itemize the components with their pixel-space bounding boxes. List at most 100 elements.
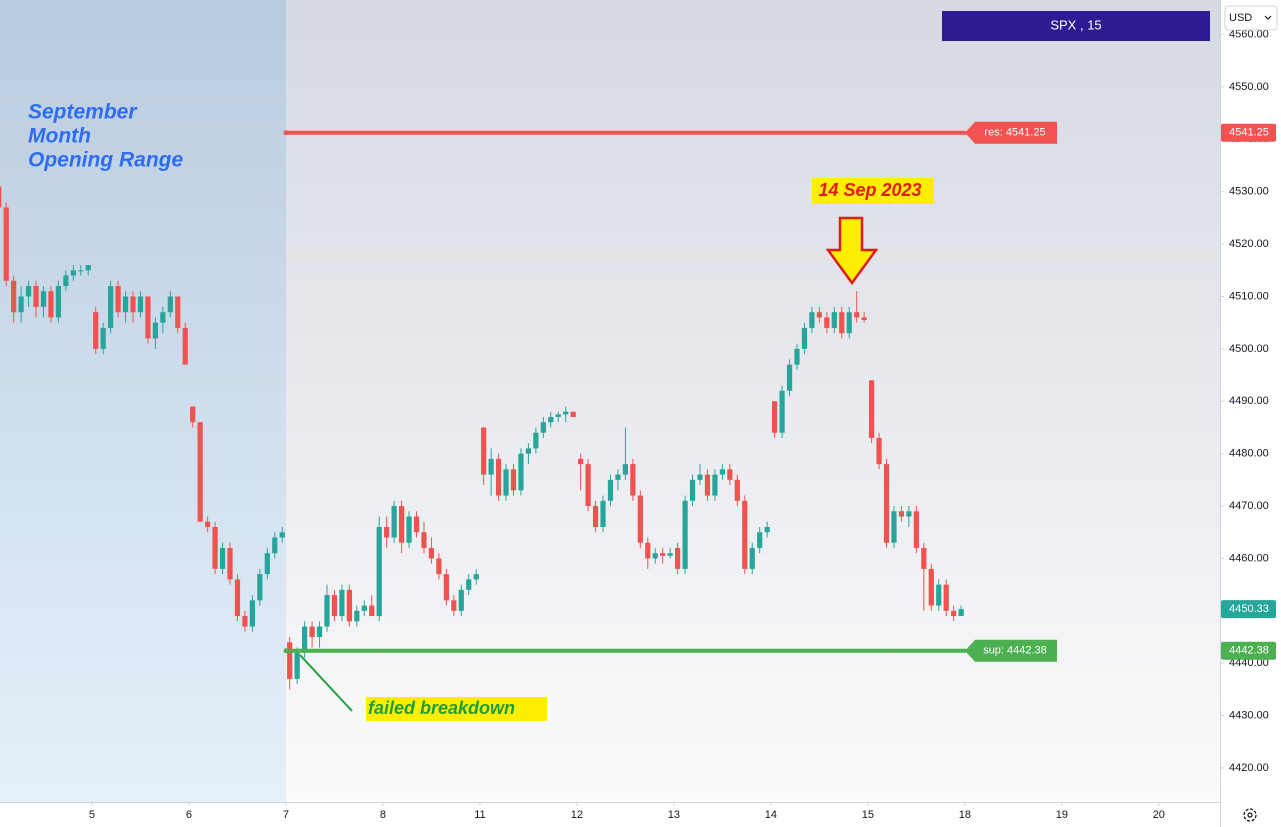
- candle-body: [809, 312, 815, 328]
- candle-body: [212, 526, 218, 569]
- opening-range-shade: [0, 0, 286, 802]
- candle-body: [958, 609, 964, 617]
- candle-body: [279, 532, 285, 538]
- candle-body: [495, 458, 502, 496]
- candle-body: [0, 186, 2, 208]
- candle-body: [70, 270, 76, 276]
- candle-body: [667, 553, 673, 556]
- candle-body: [876, 437, 882, 465]
- candle-body: [928, 568, 934, 606]
- candle-body: [488, 458, 494, 475]
- candle-body: [234, 579, 241, 617]
- candle-body: [622, 464, 629, 475]
- candle-body: [637, 495, 643, 543]
- candle-body: [451, 600, 457, 611]
- x-tick-label: 14: [765, 809, 777, 821]
- candle-body: [331, 595, 338, 617]
- candle-body: [868, 380, 875, 438]
- candle-body: [943, 584, 949, 611]
- annotation-text: September: [28, 101, 138, 124]
- candle-body: [287, 642, 293, 679]
- candle-body: [503, 469, 509, 496]
- level-end: [283, 130, 289, 136]
- candle-body: [555, 414, 561, 417]
- price-badge-label: 4541.25: [1229, 127, 1269, 139]
- pointer-line: [299, 654, 353, 712]
- candle-body: [421, 532, 427, 548]
- candle-body: [481, 427, 487, 475]
- currency-dropdown[interactable]: [1224, 5, 1278, 31]
- candle-body: [846, 312, 852, 334]
- candle-body: [152, 322, 159, 339]
- candle-body: [316, 626, 323, 637]
- time-axis: [0, 802, 1281, 827]
- candle-body: [749, 547, 755, 569]
- candle-body: [40, 291, 47, 307]
- candle-body: [921, 547, 927, 569]
- candle-body: [219, 547, 226, 569]
- candle-body: [563, 411, 569, 415]
- candle-body: [93, 312, 99, 349]
- candle-body: [324, 595, 330, 627]
- x-tick-label: 19: [1056, 809, 1068, 821]
- candle-body: [55, 286, 62, 318]
- level-label: res: 4541.25: [984, 127, 1045, 139]
- last-price-label: 4450.33: [1229, 603, 1269, 615]
- candle-body: [145, 296, 151, 339]
- candle-body: [630, 464, 636, 496]
- chart-title: SPX , 15: [1050, 17, 1101, 32]
- breakdown-label-bg: [366, 697, 547, 721]
- candle-body: [361, 605, 367, 611]
- candle-body: [682, 500, 688, 569]
- candle-body: [257, 574, 263, 601]
- candle-body: [816, 312, 822, 318]
- candle-body: [697, 474, 703, 480]
- x-tick-label: 12: [571, 809, 583, 821]
- settings-button[interactable]: [1243, 808, 1257, 822]
- candle-body: [137, 296, 144, 313]
- candle-body: [227, 547, 233, 580]
- y-tick-label: 4490.00: [1229, 395, 1269, 407]
- candle-body: [831, 312, 837, 328]
- candle-body: [436, 558, 442, 575]
- x-tick-label: 18: [959, 809, 971, 821]
- candle-body: [704, 474, 711, 496]
- candle-body: [757, 532, 763, 548]
- candle-body: [861, 317, 867, 321]
- y-tick-label: 4440.00: [1229, 657, 1269, 669]
- candle-body: [883, 464, 890, 543]
- gear-icon[interactable]: [1243, 808, 1257, 822]
- candle-body: [652, 553, 658, 559]
- candle-body: [794, 348, 800, 365]
- candle-body: [891, 511, 897, 543]
- candle-body: [510, 469, 517, 491]
- candle-body: [175, 296, 181, 328]
- dropdown-chevron[interactable]: [1264, 15, 1272, 20]
- candle-body: [600, 500, 606, 527]
- candle-body: [346, 589, 352, 622]
- breakdown-annotation: failed breakdown: [368, 698, 515, 718]
- currency-label[interactable]: USD: [1229, 12, 1252, 24]
- candle-body: [48, 291, 54, 318]
- candle-body: [719, 469, 726, 475]
- candle-body: [406, 516, 412, 543]
- candle-body: [3, 207, 9, 281]
- candle-body: [428, 547, 435, 559]
- price-badge-label: 4442.38: [1229, 645, 1269, 657]
- candle-body: [369, 605, 375, 617]
- annotation-text: Month: [28, 125, 91, 148]
- candle-body: [63, 275, 69, 287]
- candle-body: [115, 286, 121, 313]
- y-tick-label: 4530.00: [1229, 186, 1269, 198]
- candle-body: [249, 600, 255, 627]
- candle-body: [779, 390, 785, 433]
- candle-body: [376, 526, 382, 617]
- x-tick-label: 20: [1153, 809, 1165, 821]
- gear-center[interactable]: [1247, 812, 1253, 818]
- x-tick-label: 5: [89, 809, 95, 821]
- level-badge: [965, 121, 1057, 144]
- symbol-box: [942, 11, 1210, 41]
- candle-body: [518, 453, 524, 491]
- price-badge: [1221, 123, 1276, 142]
- candle-body: [675, 547, 681, 569]
